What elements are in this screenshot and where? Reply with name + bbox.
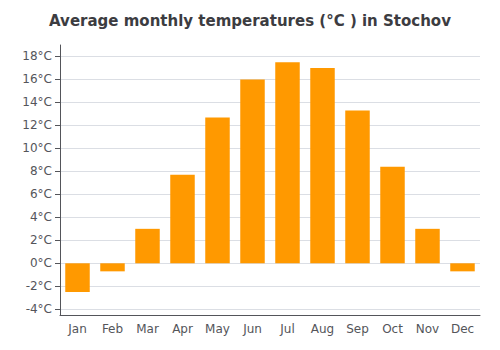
svg-text:14°C: 14°C — [22, 95, 52, 109]
svg-text:8°C: 8°C — [30, 164, 52, 178]
svg-text:Sep: Sep — [346, 322, 369, 336]
svg-text:10°C: 10°C — [22, 141, 52, 155]
svg-text:Mar: Mar — [136, 322, 159, 336]
svg-text:18°C: 18°C — [22, 49, 52, 63]
svg-text:Jan: Jan — [67, 322, 87, 336]
svg-text:Nov: Nov — [416, 322, 439, 336]
svg-text:12°C: 12°C — [22, 118, 52, 132]
svg-text:Feb: Feb — [102, 322, 123, 336]
svg-text:2°C: 2°C — [30, 233, 52, 247]
svg-text:4°C: 4°C — [30, 210, 52, 224]
svg-text:16°C: 16°C — [22, 72, 52, 86]
svg-text:Average monthly temperatures (: Average monthly temperatures (°C ) in St… — [49, 12, 451, 30]
svg-text:May: May — [205, 322, 230, 336]
svg-text:0°C: 0°C — [30, 256, 52, 270]
svg-text:Oct: Oct — [382, 322, 403, 336]
svg-text:Aug: Aug — [311, 322, 334, 336]
svg-text:-2°C: -2°C — [26, 279, 52, 293]
svg-text:6°C: 6°C — [30, 187, 52, 201]
svg-text:-4°C: -4°C — [26, 302, 52, 316]
svg-text:Jun: Jun — [242, 322, 262, 336]
svg-text:Apr: Apr — [172, 322, 193, 336]
svg-text:Jul: Jul — [279, 322, 294, 336]
svg-text:Dec: Dec — [451, 322, 474, 336]
